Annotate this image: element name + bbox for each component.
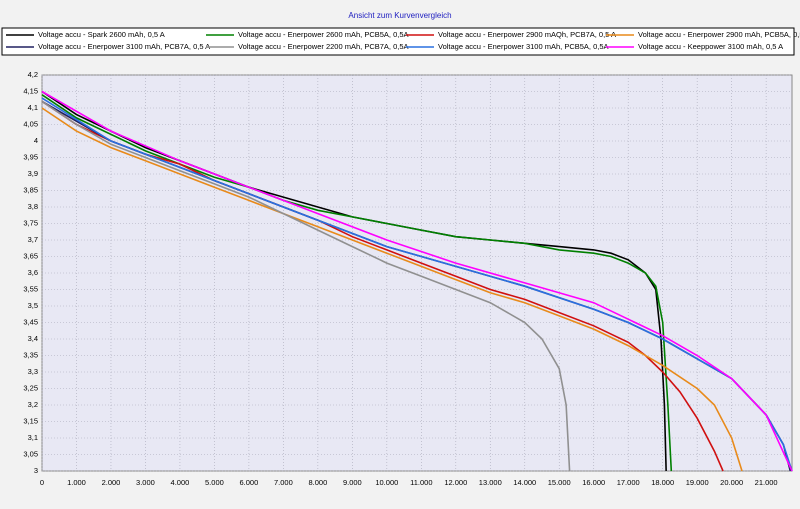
- legend-label: Voltage accu - Enerpower 2200 mAh, PCB7A…: [238, 42, 409, 51]
- data-line: [41, 100, 571, 472]
- x-tick-label: 10.000: [375, 478, 398, 487]
- data-line: [41, 90, 793, 472]
- y-tick-label: 3,4: [28, 334, 38, 343]
- x-tick-label: 17.000: [617, 478, 640, 487]
- legend-label: Voltage accu - Enerpower 2600 mAh, PCB5A…: [238, 30, 409, 39]
- y-tick-label: 3,25: [23, 383, 38, 392]
- legend-label: Voltage accu - Enerpower 3100 mAh, PCB7A…: [38, 42, 210, 51]
- y-tick-label: 3: [34, 466, 38, 475]
- y-tick-label: 4: [34, 136, 38, 145]
- y-tick-label: 3,7: [28, 235, 38, 244]
- x-tick-label: 8.000: [308, 478, 327, 487]
- x-tick-label: 3.000: [136, 478, 155, 487]
- y-tick-label: 3,6: [28, 268, 38, 277]
- x-tick-label: 11.000: [410, 478, 432, 487]
- y-tick-label: 4,05: [23, 119, 38, 128]
- x-tick-label: 7.000: [274, 478, 293, 487]
- y-tick-label: 3,15: [23, 416, 38, 425]
- x-tick-label: 13.000: [479, 478, 502, 487]
- x-tick-label: 1.000: [67, 478, 86, 487]
- legend-label: Voltage accu - Enerpower 2900 mAQh, PCB7…: [438, 30, 616, 39]
- legend-label: Voltage accu - Keeppower 3100 mAh, 0,5 A: [638, 42, 783, 51]
- y-tick-label: 3,75: [23, 218, 38, 227]
- y-tick-label: 3,35: [23, 350, 38, 359]
- legend-label: Voltage accu - Spark 2600 mAh, 0,5 A: [38, 30, 165, 39]
- y-tick-label: 4,15: [23, 86, 38, 95]
- x-tick-label: 15.000: [548, 478, 571, 487]
- x-tick-label: 5.000: [205, 478, 224, 487]
- y-tick-label: 3,1: [28, 433, 38, 442]
- y-tick-label: 3,55: [23, 284, 38, 293]
- x-tick-label: 21.000: [755, 478, 778, 487]
- x-tick-label: 18.000: [651, 478, 674, 487]
- chart-title: Ansicht zum Kurvenvergleich: [348, 11, 451, 20]
- y-tick-label: 3,05: [23, 449, 38, 458]
- x-tick-label: 16.000: [582, 478, 605, 487]
- y-tick-label: 4,1: [28, 103, 38, 112]
- x-tick-label: 12.000: [444, 478, 467, 487]
- y-tick-label: 3,45: [23, 317, 38, 326]
- x-tick-label: 20.000: [720, 478, 743, 487]
- x-tick-label: 9.000: [343, 478, 362, 487]
- data-line: [41, 107, 743, 472]
- y-tick-label: 3,9: [28, 169, 38, 178]
- x-tick-label: 6.000: [240, 478, 259, 487]
- legend-label: Voltage accu - Enerpower 3100 mAh, PCB5A…: [438, 42, 609, 51]
- y-tick-label: 4,2: [28, 70, 38, 79]
- y-tick-label: 3,85: [23, 185, 38, 194]
- y-tick-label: 3,95: [23, 152, 38, 161]
- x-tick-label: 4.000: [171, 478, 190, 487]
- y-tick-label: 3,8: [28, 202, 38, 211]
- y-tick-label: 3,65: [23, 251, 38, 260]
- x-tick-label: 2.000: [102, 478, 121, 487]
- x-tick-label: 14.000: [513, 478, 536, 487]
- data-line: [41, 100, 724, 472]
- y-tick-label: 3,2: [28, 400, 38, 409]
- y-tick-label: 3,3: [28, 367, 38, 376]
- x-tick-label: 0: [40, 478, 44, 487]
- legend-box: [1, 27, 795, 56]
- x-tick-label: 19.000: [686, 478, 709, 487]
- y-tick-label: 3,5: [28, 301, 38, 310]
- legend-label: Voltage accu - Enerpower 2900 mAh, PCB5A…: [638, 30, 800, 39]
